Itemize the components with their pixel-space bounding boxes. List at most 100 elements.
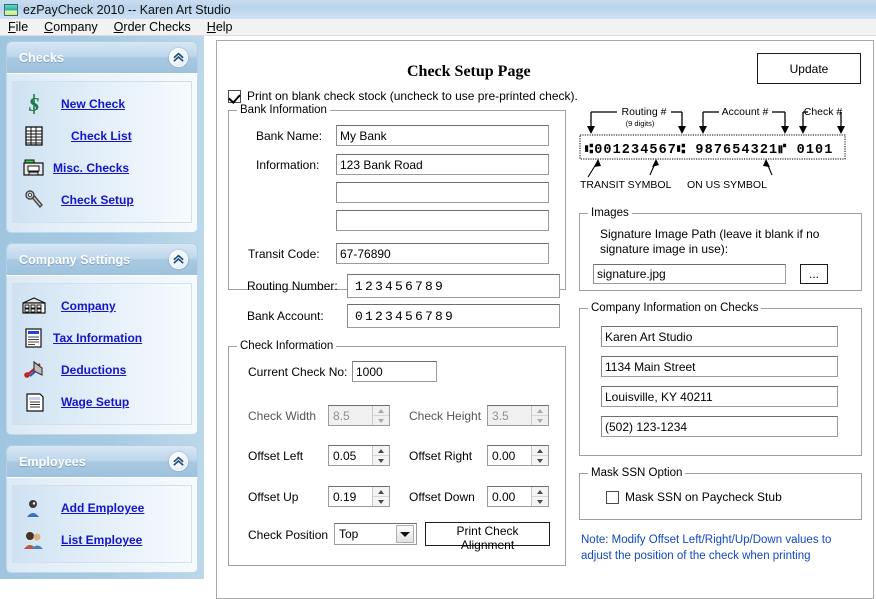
company-line4-input[interactable] bbox=[601, 416, 838, 437]
sidebar-item-check-setup[interactable]: Check Setup bbox=[17, 184, 187, 216]
building-icon bbox=[17, 296, 51, 316]
sidebar-item-label: Company bbox=[61, 299, 116, 313]
menu-item-company[interactable]: Company bbox=[44, 20, 98, 34]
offset-right-stepper-buttons[interactable] bbox=[531, 446, 548, 465]
stepper-down-icon[interactable] bbox=[532, 496, 548, 506]
sidebar-item-label: Check Setup bbox=[61, 193, 134, 207]
folder-printer-icon bbox=[17, 157, 51, 179]
menu-item-help-rest: elp bbox=[215, 20, 233, 34]
offset-note-line1: Note: Modify Offset Left/Right/Up/Down v… bbox=[581, 534, 832, 546]
offset-down-label: Offset Down bbox=[409, 490, 475, 504]
sidebar-panel-body-employees: Add Employee List Employee bbox=[6, 477, 198, 573]
sidebar-item-wage-setup[interactable]: Wage Setup bbox=[17, 386, 187, 418]
sidebar-item-label: Add Employee bbox=[61, 501, 145, 515]
sidebar-panel-header-company-settings[interactable]: Company Settings bbox=[6, 243, 198, 275]
offset-up-stepper-buttons[interactable] bbox=[372, 487, 389, 506]
sidebar-item-label: Tax Information bbox=[53, 331, 143, 345]
check-width-stepper-buttons bbox=[372, 406, 389, 425]
sidebar-panel-title-checks: Checks bbox=[19, 50, 65, 65]
bank-information-legend: Bank Information bbox=[237, 104, 330, 116]
sidebar-item-check-list[interactable]: Check List bbox=[17, 120, 187, 152]
print-check-alignment-button[interactable]: Print Check Alignment bbox=[425, 522, 550, 552]
menu-item-help[interactable]: Help bbox=[206, 20, 233, 34]
company-line1-input[interactable] bbox=[601, 326, 838, 347]
sidebar: Checks S New Check bbox=[0, 36, 204, 579]
stepper-up-icon[interactable] bbox=[532, 446, 548, 455]
check-width-stepper: 8.5 bbox=[328, 405, 390, 426]
sidebar-item-label: Wage Setup bbox=[61, 395, 130, 409]
stepper-down-icon[interactable] bbox=[373, 496, 389, 506]
sidebar-item-deductions[interactable]: Deductions bbox=[17, 354, 187, 386]
offset-left-value[interactable]: 0.05 bbox=[333, 448, 357, 463]
offset-note: Note: Modify Offset Left/Right/Up/Down v… bbox=[581, 533, 861, 564]
stepper-down-icon[interactable] bbox=[373, 455, 389, 465]
sidebar-item-label: List Employee bbox=[61, 533, 143, 547]
offset-up-stepper[interactable]: 0.19 bbox=[328, 486, 390, 507]
app-icon bbox=[4, 3, 18, 16]
wrench-icon bbox=[17, 189, 51, 211]
people-icon bbox=[17, 529, 51, 551]
offset-left-stepper-buttons[interactable] bbox=[372, 446, 389, 465]
signature-path-input[interactable] bbox=[593, 264, 786, 284]
window-title: ezPayCheck 2010 -- Karen Art Studio bbox=[23, 2, 231, 17]
sidebar-item-label: Deductions bbox=[61, 363, 127, 377]
mask-ssn-checkbox[interactable] bbox=[606, 490, 619, 504]
sidebar-item-list-employee[interactable]: List Employee bbox=[17, 524, 187, 556]
information-line1-input[interactable] bbox=[336, 154, 549, 175]
chevron-up-icon[interactable] bbox=[169, 250, 188, 269]
offset-note-line2: adjust the position of the check when pr… bbox=[581, 549, 811, 562]
offset-right-stepper[interactable]: 0.00 bbox=[487, 445, 549, 466]
company-line3-input[interactable] bbox=[601, 386, 838, 407]
stepper-down-icon[interactable] bbox=[532, 455, 548, 465]
offset-left-stepper[interactable]: 0.05 bbox=[328, 445, 390, 466]
information-line2-input[interactable] bbox=[336, 182, 549, 203]
browse-signature-button[interactable]: ... bbox=[800, 264, 828, 284]
bank-account-input[interactable] bbox=[347, 304, 560, 328]
offset-down-value[interactable]: 0.00 bbox=[492, 489, 516, 504]
routing-number-input[interactable] bbox=[347, 274, 560, 298]
menu-item-order-checks[interactable]: Order Checks bbox=[113, 20, 191, 34]
micr-routing-label: Routing # bbox=[622, 106, 667, 118]
sidebar-item-add-employee[interactable]: Add Employee bbox=[17, 492, 187, 524]
information-line3-input[interactable] bbox=[336, 210, 549, 231]
stepper-up-icon[interactable] bbox=[532, 487, 548, 496]
stepper-up-icon bbox=[373, 406, 389, 415]
print-blank-check-checkbox[interactable] bbox=[228, 89, 241, 103]
stepper-up-icon[interactable] bbox=[373, 446, 389, 455]
chevron-down-icon[interactable] bbox=[396, 525, 414, 543]
content-frame: Check Setup Page Update Print on blank c… bbox=[216, 40, 874, 599]
sidebar-panel-header-checks[interactable]: Checks bbox=[6, 41, 198, 73]
micr-diagram: Routing # (9 digits) Account # bbox=[572, 101, 847, 191]
offset-down-stepper[interactable]: 0.00 bbox=[487, 486, 549, 507]
bank-name-input[interactable] bbox=[336, 125, 549, 146]
check-height-stepper: 3.5 bbox=[487, 405, 549, 426]
offset-up-value[interactable]: 0.19 bbox=[333, 489, 357, 504]
update-button[interactable]: Update bbox=[757, 53, 861, 84]
chevron-up-icon[interactable] bbox=[169, 48, 188, 67]
sidebar-panel-title-company-settings: Company Settings bbox=[19, 252, 131, 267]
chevron-up-icon[interactable] bbox=[169, 452, 188, 471]
current-check-no-input[interactable] bbox=[352, 361, 437, 382]
offset-right-value[interactable]: 0.00 bbox=[492, 448, 516, 463]
signature-path-label-line2: signature image in use): bbox=[600, 242, 729, 256]
sidebar-panel-company-settings: Company Settings Company bbox=[6, 243, 198, 435]
company-line2-input[interactable] bbox=[601, 356, 838, 377]
mask-ssn-row: Mask SSN on Paycheck Stub bbox=[606, 490, 782, 504]
signature-path-label-line1: Signature Image Path (leave it blank if … bbox=[600, 227, 820, 241]
transit-code-input[interactable] bbox=[336, 243, 549, 264]
sidebar-item-company[interactable]: Company bbox=[17, 290, 187, 322]
check-position-select[interactable]: Top bbox=[334, 523, 417, 545]
sidebar-panel-header-employees[interactable]: Employees bbox=[6, 445, 198, 477]
sidebar-item-misc-checks[interactable]: Misc. Checks bbox=[17, 152, 187, 184]
offset-down-stepper-buttons[interactable] bbox=[531, 487, 548, 506]
check-height-label: Check Height bbox=[409, 409, 482, 423]
menu-item-file[interactable]: File bbox=[8, 20, 29, 34]
menubar: File Company Order Checks Help bbox=[0, 19, 876, 36]
stepper-up-icon[interactable] bbox=[373, 487, 389, 496]
sidebar-item-tax-information[interactable]: Tax Information bbox=[17, 322, 187, 354]
mask-ssn-legend: Mask SSN Option bbox=[588, 467, 686, 479]
sidebar-item-new-check[interactable]: S New Check bbox=[17, 88, 187, 120]
micr-check-label: Check # bbox=[804, 106, 843, 118]
sidebar-panel-inner-company-settings: Company Tax Information Deductions bbox=[12, 283, 192, 425]
menu-item-order-checks-rest: rder Checks bbox=[123, 20, 191, 34]
